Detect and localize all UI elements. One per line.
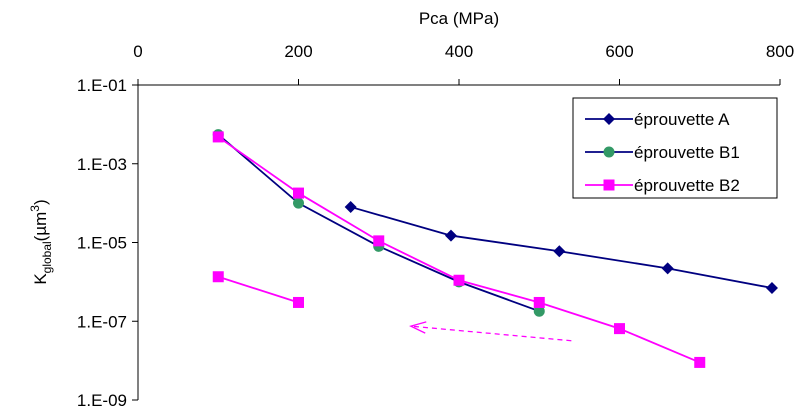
x-axis: 0 200 400 600 800 bbox=[133, 42, 794, 86]
y-axis-title-unit-suffix: ) bbox=[31, 199, 50, 205]
y-tick-label: 1.E-01 bbox=[77, 76, 127, 95]
legend-item: éprouvette B2 bbox=[585, 176, 740, 195]
legend-label: éprouvette A bbox=[634, 110, 730, 129]
series bbox=[212, 131, 706, 368]
data-point bbox=[765, 281, 778, 294]
legend-label: éprouvette B1 bbox=[634, 143, 740, 162]
data-point bbox=[661, 262, 674, 275]
y-axis-title-base: K bbox=[31, 273, 50, 285]
data-point bbox=[212, 271, 224, 283]
legend-marker bbox=[603, 179, 615, 191]
x-tick-label: 600 bbox=[605, 42, 633, 61]
y-axis-title-unit-prefix: (µm bbox=[31, 212, 50, 242]
y-axis-title: Kglobal(µm3) bbox=[28, 199, 54, 284]
data-point bbox=[293, 197, 304, 209]
data-point bbox=[212, 131, 224, 143]
legend-marker bbox=[603, 146, 615, 158]
data-point bbox=[553, 245, 566, 258]
data-point bbox=[614, 323, 625, 335]
series-line bbox=[217, 275, 299, 304]
y-tick-label: 1.E-05 bbox=[77, 234, 127, 253]
data-point bbox=[293, 187, 304, 199]
dashed-arrow-line bbox=[410, 325, 572, 342]
y-tick-label: 1.E-07 bbox=[77, 312, 127, 331]
data-point bbox=[293, 296, 304, 308]
legend-label: éprouvette B2 bbox=[634, 176, 740, 195]
series bbox=[344, 200, 778, 294]
x-tick-label: 0 bbox=[133, 42, 142, 61]
y-axis-title-sub: global bbox=[40, 241, 54, 273]
series-line bbox=[217, 133, 540, 313]
x-axis-title: Pca (MPa) bbox=[419, 9, 499, 28]
legend-marker bbox=[603, 113, 615, 125]
data-point bbox=[444, 229, 457, 242]
dashed-arrow bbox=[409, 321, 572, 342]
legend-item: éprouvette A bbox=[585, 110, 730, 129]
y-tick-label: 1.E-03 bbox=[77, 155, 127, 174]
data-point bbox=[373, 235, 385, 247]
series bbox=[212, 129, 545, 317]
data-point bbox=[533, 296, 545, 308]
data-point bbox=[533, 305, 545, 317]
dashed-arrow-head bbox=[409, 321, 427, 334]
data-point bbox=[453, 274, 465, 286]
data-point bbox=[694, 356, 706, 368]
data-point bbox=[344, 200, 357, 213]
y-tick-label: 1.E-09 bbox=[77, 391, 127, 410]
plot-area bbox=[212, 129, 778, 368]
x-tick-label: 200 bbox=[284, 42, 312, 61]
y-axis: 1.E-01 1.E-03 1.E-05 1.E-07 1.E-09 bbox=[77, 76, 139, 410]
legend-item: éprouvette B1 bbox=[585, 143, 740, 162]
legend: éprouvette A éprouvette B1 éprouvette B2 bbox=[572, 97, 778, 199]
x-tick-label: 800 bbox=[766, 42, 794, 61]
x-tick-label: 400 bbox=[445, 42, 473, 61]
y-axis-title-sup: 3 bbox=[28, 205, 42, 212]
